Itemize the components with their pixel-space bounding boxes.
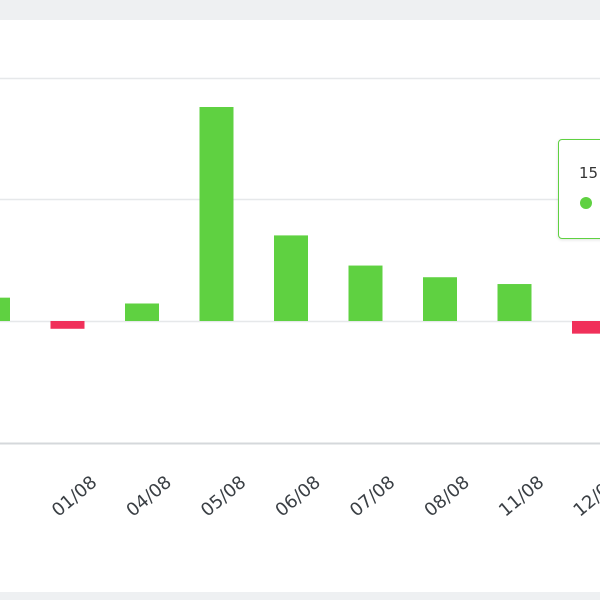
bar[interactable] — [497, 284, 532, 321]
bar[interactable] — [50, 321, 85, 329]
x-tick-label: 08/08 — [421, 472, 474, 521]
bar[interactable] — [423, 277, 457, 321]
x-tick-label: 01/08 — [48, 472, 101, 521]
bar[interactable] — [348, 265, 383, 321]
chart-tooltip: 15 — [558, 139, 600, 239]
bars — [0, 107, 600, 334]
x-tick-label: 11/08 — [495, 472, 548, 521]
bar[interactable] — [125, 303, 159, 321]
bar[interactable] — [199, 107, 234, 321]
x-tick-label: 07/08 — [346, 472, 399, 521]
x-tick-labels: 01/08 04/08 05/08 06/08 07/08 08/08 11/08 12/08 — [48, 472, 600, 521]
tooltip-series-marker — [580, 197, 592, 209]
bar[interactable] — [0, 297, 10, 321]
grid-lines — [0, 77, 600, 445]
tooltip-label: 15 — [579, 164, 599, 182]
x-tick-label: 12/08 — [570, 472, 600, 521]
x-tick-label: 05/08 — [197, 472, 250, 521]
bar[interactable] — [572, 321, 600, 334]
bar[interactable] — [274, 235, 308, 321]
x-tick-label: 06/08 — [272, 472, 325, 521]
x-tick-label: 04/08 — [123, 472, 176, 521]
